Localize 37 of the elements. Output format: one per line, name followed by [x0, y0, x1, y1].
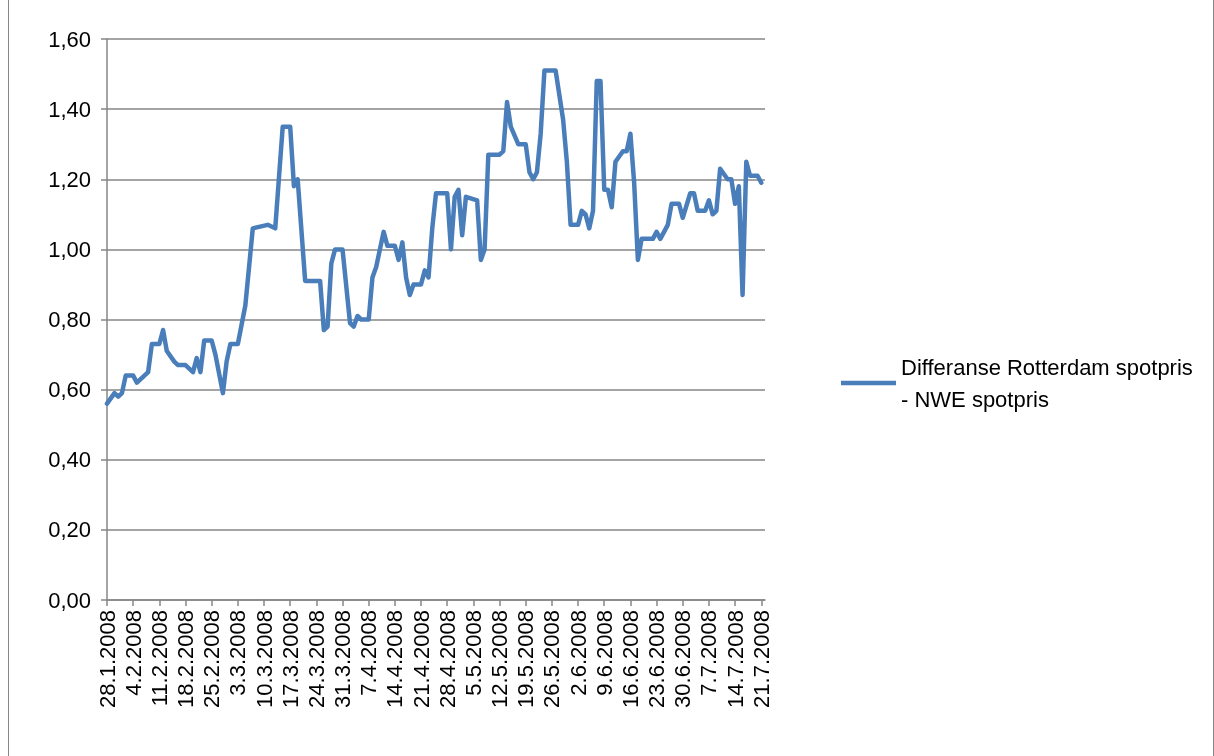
y-tick-label: 0,60 [48, 377, 91, 403]
x-tick-label: 30.6.2008 [670, 610, 696, 708]
x-tick-label: 4.2.2008 [120, 610, 146, 696]
x-tick-label: 14.7.2008 [722, 610, 748, 708]
y-tick-label: 1,40 [48, 96, 91, 122]
y-tick-label: 1,20 [48, 166, 91, 192]
y-tick-label: 1,00 [48, 236, 91, 262]
x-tick-label: 21.4.2008 [408, 610, 434, 708]
x-tick-label: 10.3.2008 [251, 610, 277, 708]
x-tick-label: 31.3.2008 [330, 610, 356, 708]
x-tick-label: 5.5.2008 [460, 610, 486, 696]
x-tick-label: 28.1.2008 [94, 610, 120, 708]
x-tick-label: 2.6.2008 [565, 610, 591, 696]
x-tick-label: 26.5.2008 [539, 610, 565, 708]
x-tick-label: 23.6.2008 [644, 610, 670, 708]
x-tick-label: 28.4.2008 [434, 610, 460, 708]
x-tick-label: 12.5.2008 [487, 610, 513, 708]
x-tick-label: 25.2.2008 [199, 610, 225, 708]
x-tick-label: 17.3.2008 [277, 610, 303, 708]
x-tick-label: 24.3.2008 [303, 610, 329, 708]
x-tick-label: 3.3.2008 [225, 610, 251, 696]
y-tick-label: 0,00 [48, 587, 91, 613]
x-tick-label: 7.4.2008 [356, 610, 382, 696]
line-series [104, 68, 764, 406]
x-tick-label: 9.6.2008 [591, 610, 617, 696]
legend-label: Differanse Rotterdam spotpris - NWE spotpris [901, 354, 1199, 412]
x-tick-label: 18.2.2008 [173, 610, 199, 708]
x-tick-label: 7.7.2008 [696, 610, 722, 696]
y-tick-label: 0,20 [48, 517, 91, 543]
y-tick-label: 1,60 [48, 26, 91, 52]
x-tick-label: 14.4.2008 [382, 610, 408, 708]
x-tick-label: 21.7.2008 [748, 610, 774, 708]
y-tick-label: 0,40 [48, 447, 91, 473]
x-tick-label: 19.5.2008 [513, 610, 539, 708]
x-tick-label: 11.2.2008 [146, 610, 172, 707]
y-tick-label: 0,80 [48, 307, 91, 332]
x-tick-label: 16.6.2008 [617, 610, 643, 708]
